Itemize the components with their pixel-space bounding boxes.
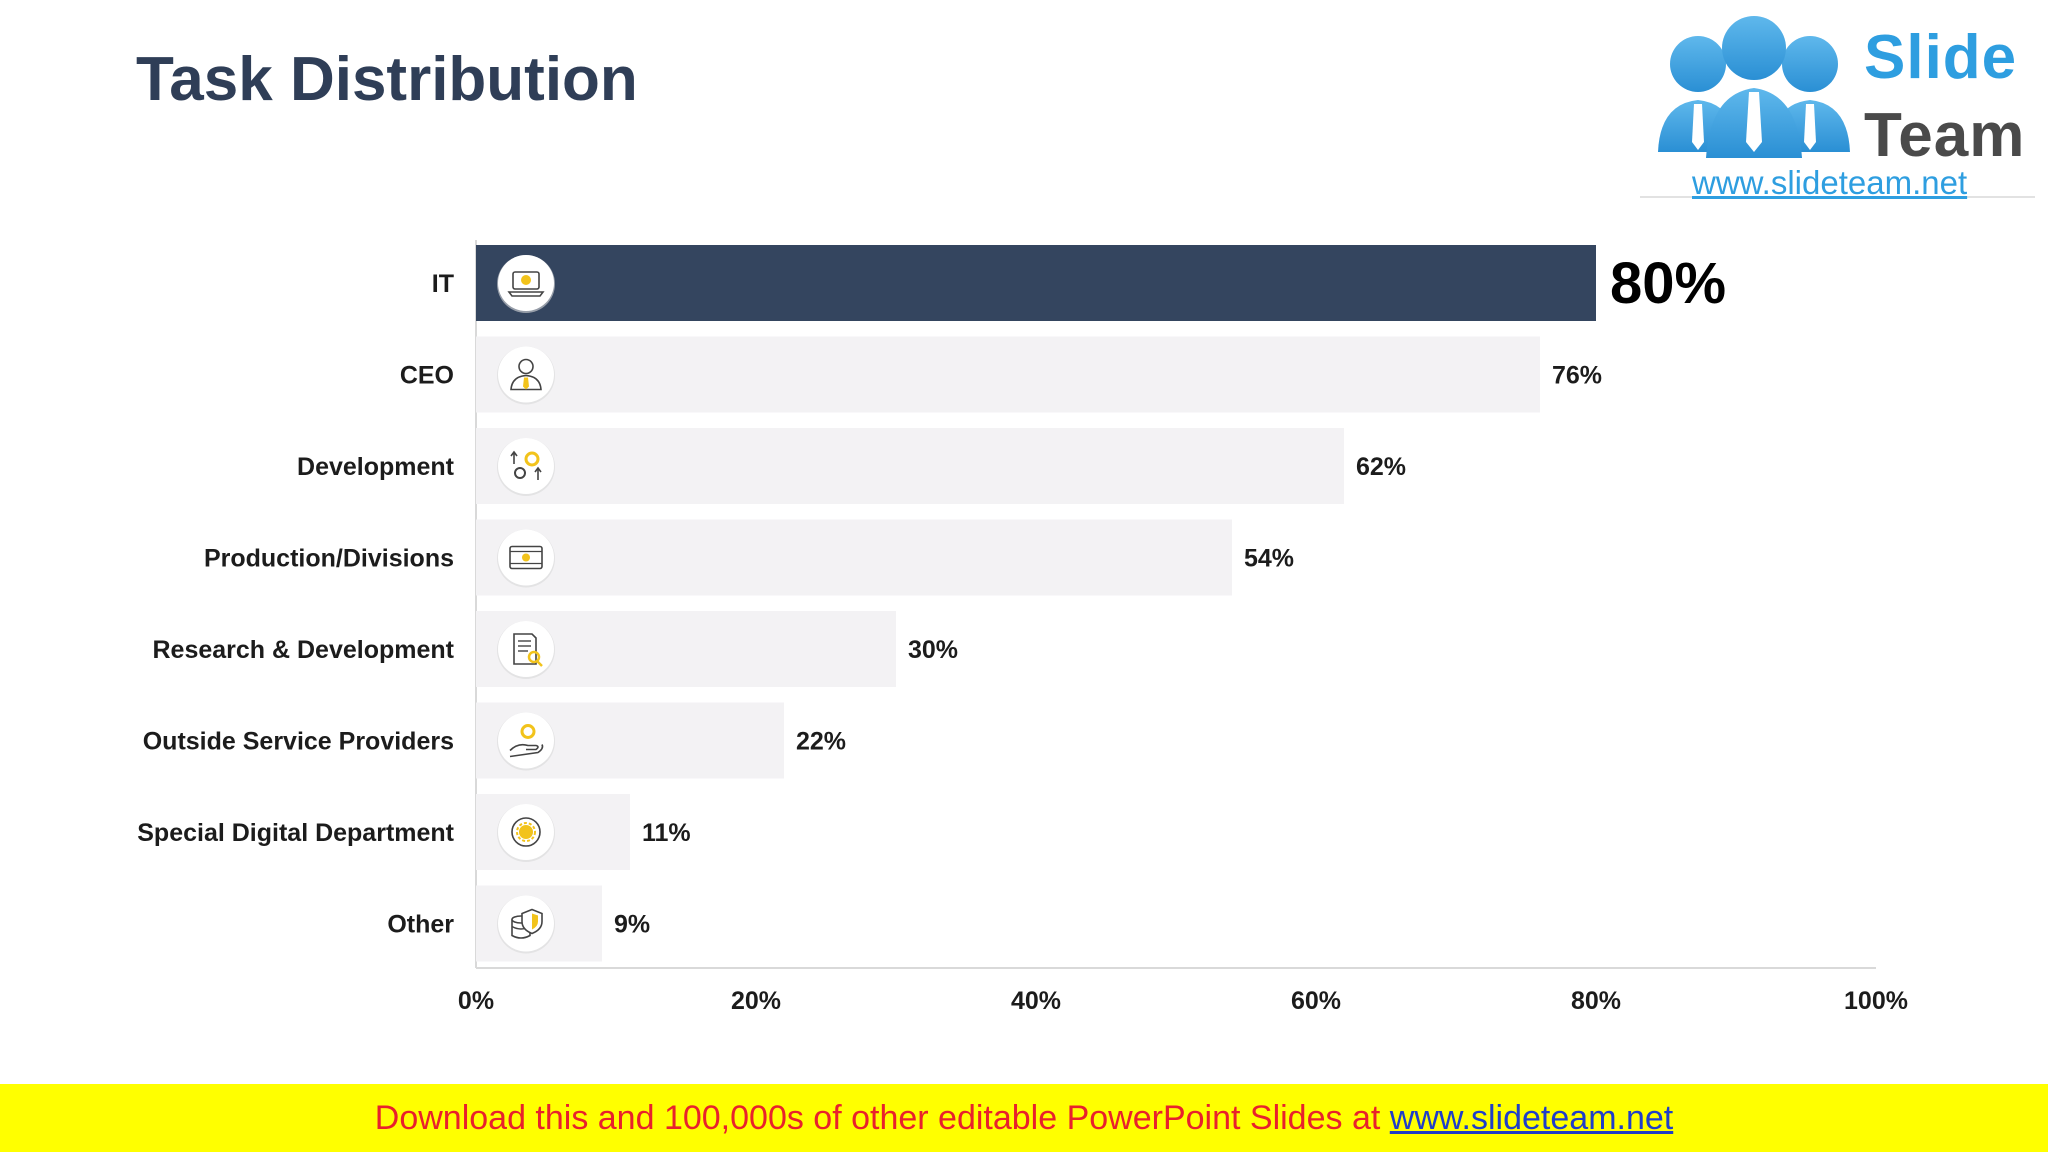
logo-word-slide: Slide xyxy=(1864,23,2018,92)
x-tick-label: 0% xyxy=(458,987,494,1015)
people-group-icon xyxy=(1658,16,1850,158)
x-tick-label: 60% xyxy=(1291,987,1341,1015)
film-strip-icon xyxy=(497,529,555,588)
footer-banner: Download this and 100,000s of other edit… xyxy=(0,1084,2048,1152)
page-title: Task Distribution xyxy=(136,45,638,114)
category-label: Other xyxy=(387,911,454,939)
value-label: 9% xyxy=(614,911,650,939)
category-label: Outside Service Providers xyxy=(143,728,454,756)
bar-2 xyxy=(476,428,1344,504)
bar-3 xyxy=(476,519,1232,596)
logo-url-link[interactable]: www.slideteam.net xyxy=(1692,164,1968,201)
logo-word-team: Team xyxy=(1864,101,2026,170)
ceo-person-icon xyxy=(497,346,555,405)
category-label: Research & Development xyxy=(152,636,454,664)
x-tick-label: 40% xyxy=(1011,987,1061,1015)
category-label: IT xyxy=(432,270,454,298)
x-tick-label: 20% xyxy=(731,987,781,1015)
document-search-icon xyxy=(497,621,555,679)
gears-arrows-icon xyxy=(497,438,555,496)
value-label: 76% xyxy=(1552,362,1602,390)
x-tick-label: 100% xyxy=(1844,987,1908,1015)
category-label: Development xyxy=(297,453,455,481)
value-label: 11% xyxy=(642,819,691,847)
value-label: 62% xyxy=(1356,453,1406,481)
category-label: CEO xyxy=(400,362,454,390)
task-distribution-chart: IT 80% CEO 76% Development 62% Production/Divi… xyxy=(137,240,1908,1015)
footer-link[interactable]: www.slideteam.net xyxy=(1389,1099,1674,1137)
value-label: 22% xyxy=(796,728,846,756)
slideteam-logo[interactable]: Slide Team www.slideteam.net xyxy=(1640,4,2035,201)
bar-1 xyxy=(476,336,1540,413)
coins-shield-icon xyxy=(497,895,555,954)
laptop-icon xyxy=(497,255,555,313)
hand-gear-icon xyxy=(497,712,555,771)
digital-gear-icon xyxy=(497,804,555,862)
footer-text: Download this and 100,000s of other edit… xyxy=(374,1099,1390,1137)
value-label: 30% xyxy=(908,636,958,664)
value-label: 54% xyxy=(1244,545,1294,573)
bar-0 xyxy=(476,245,1596,321)
value-label: 80% xyxy=(1610,251,1726,316)
x-tick-label: 80% xyxy=(1571,987,1621,1015)
category-label: Special Digital Department xyxy=(137,819,454,847)
category-label: Production/Divisions xyxy=(204,545,454,573)
